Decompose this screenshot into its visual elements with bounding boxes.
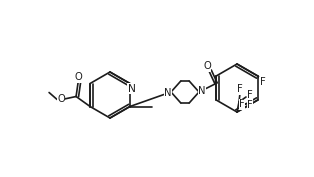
Text: O: O (57, 95, 65, 104)
Text: N: N (164, 88, 172, 98)
Text: F: F (247, 100, 253, 110)
Text: O: O (203, 61, 211, 71)
Text: F: F (260, 77, 266, 87)
Text: F: F (237, 84, 243, 94)
Text: O: O (74, 73, 82, 82)
Text: F: F (247, 90, 253, 100)
Text: N: N (128, 84, 136, 93)
Text: F: F (239, 99, 245, 109)
Text: N: N (198, 86, 206, 96)
